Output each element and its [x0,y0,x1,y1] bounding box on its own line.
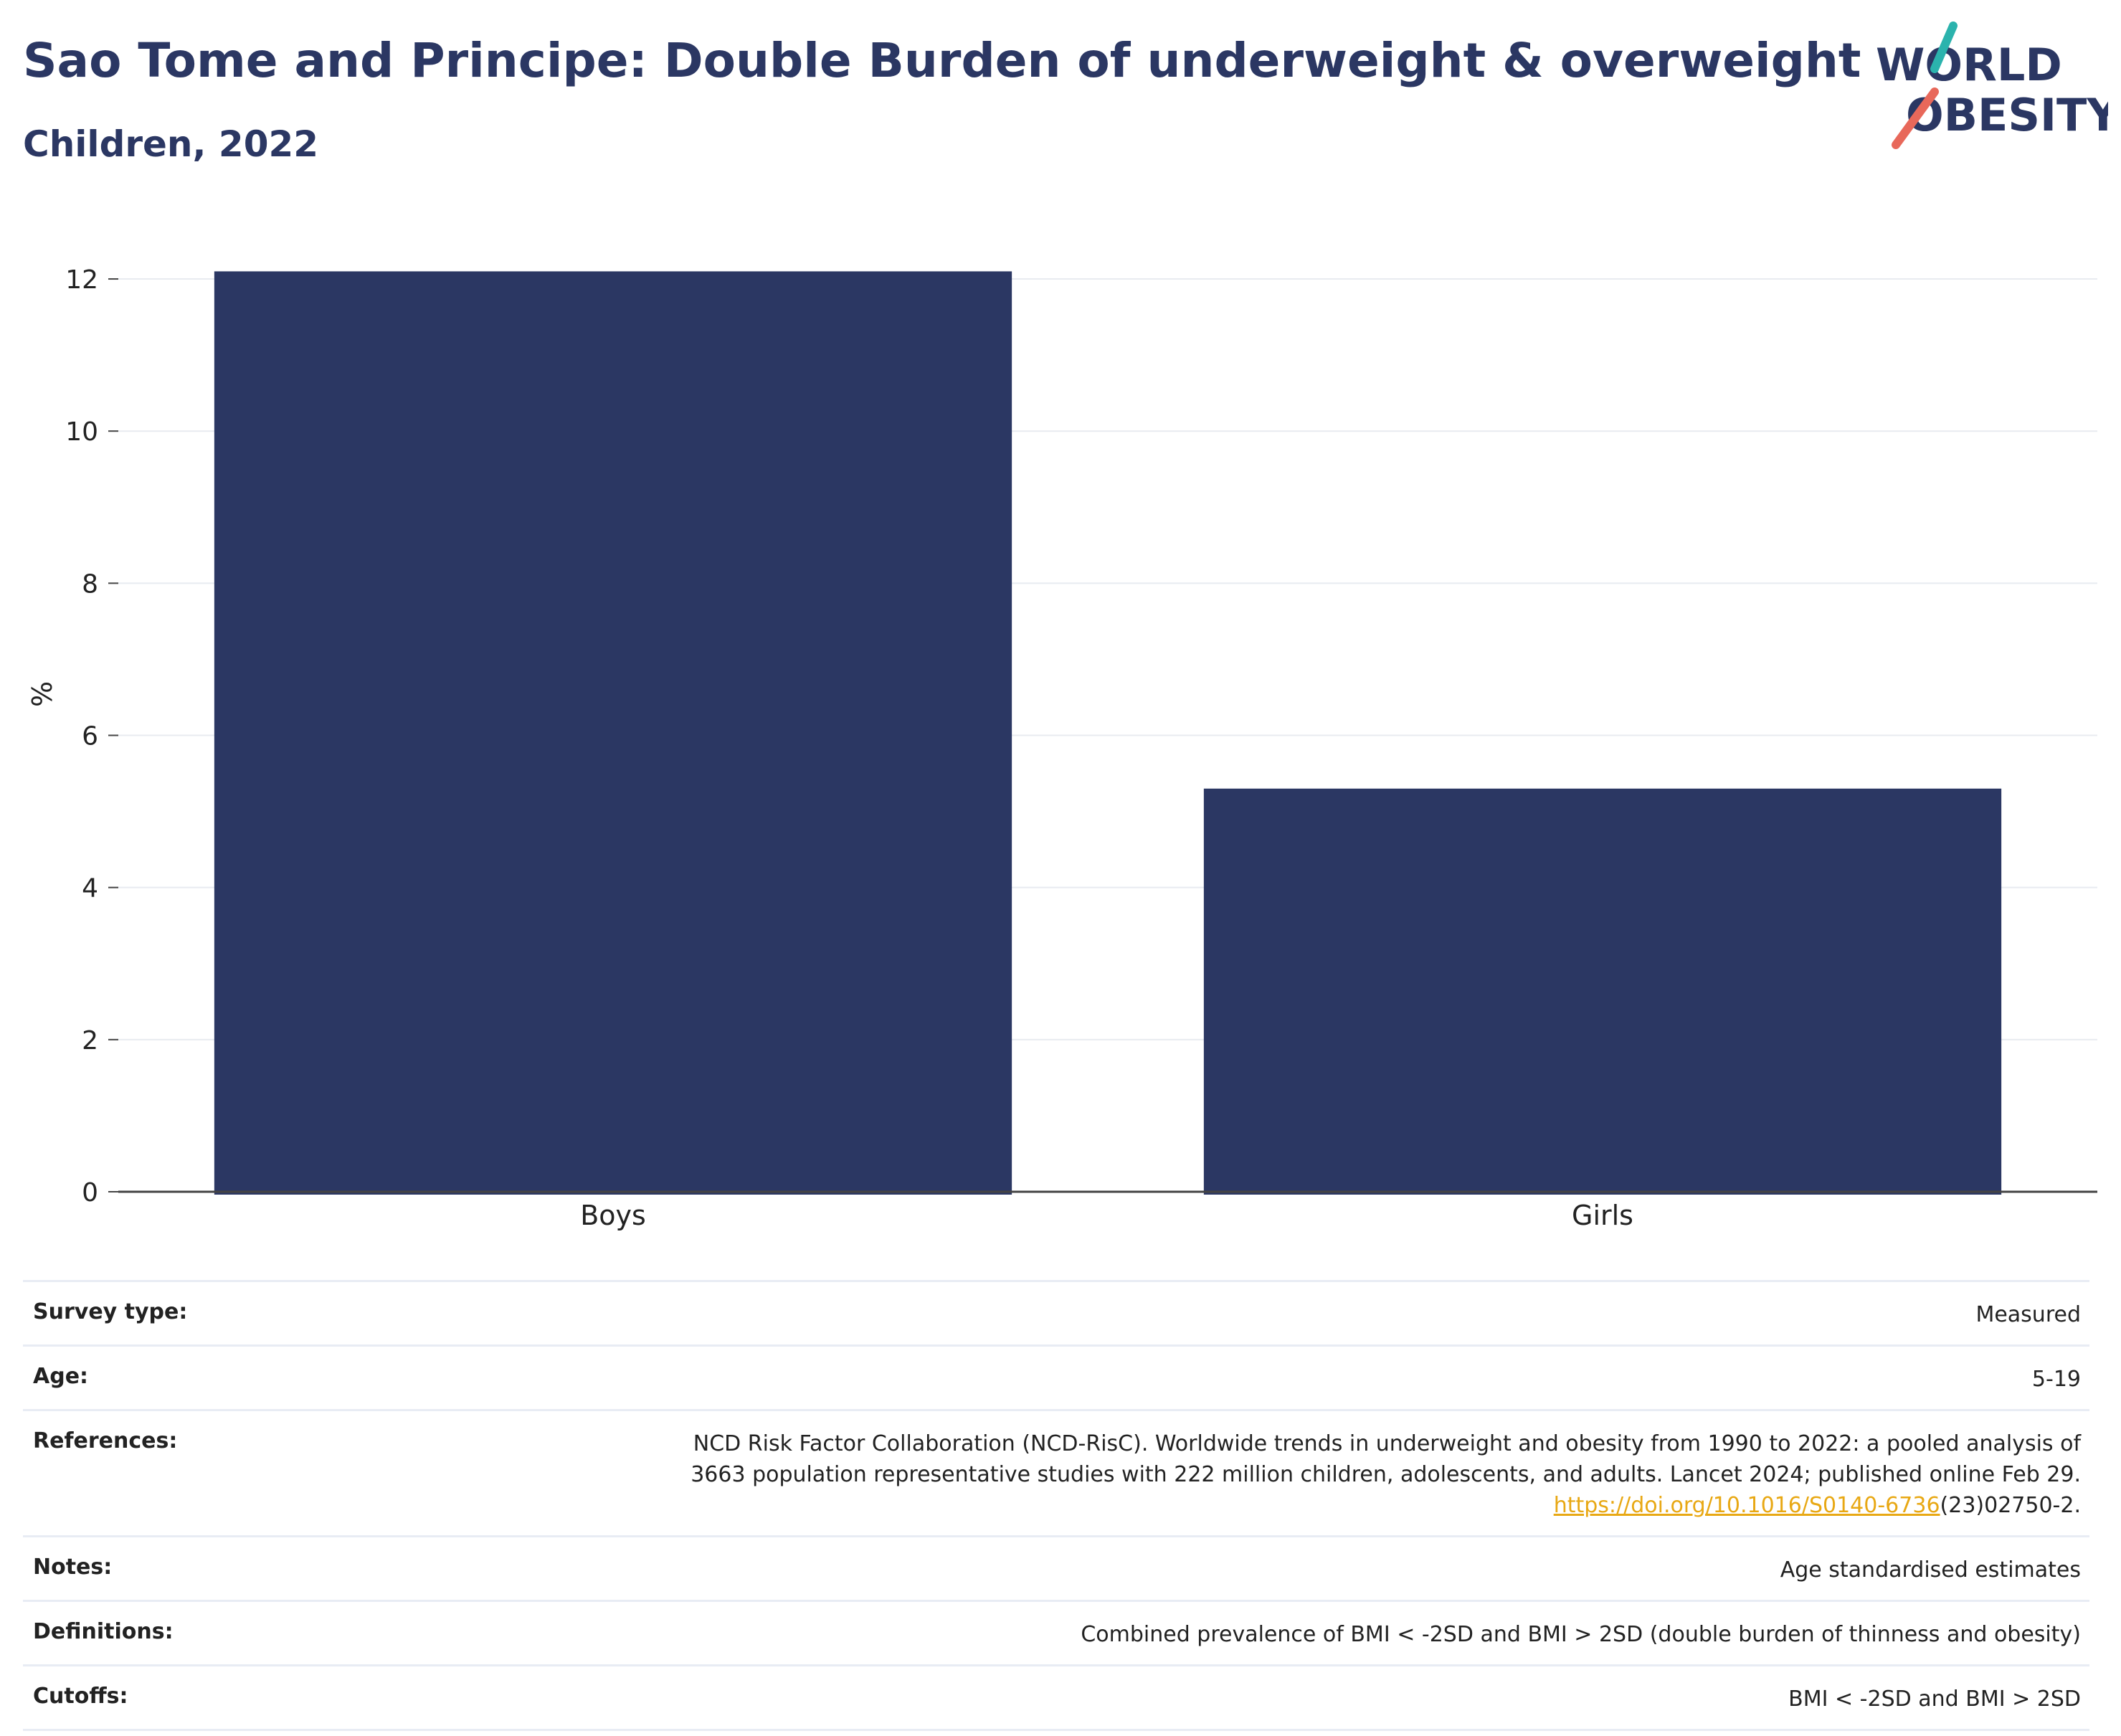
references-doi-suffix: (23)02750-2. [1940,1493,2081,1518]
bar-chart: 0 2 4 6 8 10 12 Boys Girls % [27,265,2097,1231]
definitions-value: Combined prevalence of BMI < -2SD and BM… [1081,1622,2081,1647]
x-tick-label-boys: Boys [580,1200,646,1231]
axes: 0 2 4 6 8 10 12 Boys Girls [65,265,2097,1231]
info-table: Survey type: Measured Age: 5-19 Referenc… [23,1280,2089,1731]
bars [214,271,2002,1195]
references-doi-link[interactable]: https://doi.org/10.1016/S0140-6736 [1553,1493,1940,1518]
survey-type-label: Survey type: [33,1299,188,1324]
age-label: Age: [33,1364,89,1389]
bar-boys [214,271,1012,1195]
logo-slash-teal [1930,22,1958,73]
definitions-label: Definitions: [33,1619,174,1644]
y-tick-label: 4 [82,874,98,903]
bar-girls [1203,788,2002,1195]
references-label: References: [33,1428,178,1453]
info-row-notes: Notes: Age standardised estimates [23,1535,2089,1600]
info-row-references: References: NCD Risk Factor Collaboratio… [23,1409,2089,1535]
y-tick-label: 10 [65,417,98,447]
logo-word-obesity: OBESITY [1906,89,2108,141]
info-row-definitions: Definitions: Combined prevalence of BMI … [23,1600,2089,1664]
y-tick-label: 0 [82,1178,98,1208]
y-tick-label: 12 [65,265,98,295]
logo-word-world: WORLD [1876,39,2062,91]
notes-value: Age standardised estimates [1780,1557,2081,1583]
notes-label: Notes: [33,1555,113,1580]
references-line-1: NCD Risk Factor Collaboration (NCD-RisC)… [693,1431,2081,1456]
x-tick-label-girls: Girls [1572,1200,1633,1231]
age-value: 5-19 [2031,1367,2081,1392]
info-row-cutoffs: Cutoffs: BMI < -2SD and BMI > 2SD [23,1664,2089,1731]
y-axis-label: % [27,681,58,707]
chart-title: Sao Tome and Principe: Double Burden of … [23,33,1861,88]
logo-slash-coral [1892,87,1939,149]
y-tick-label: 2 [82,1026,98,1056]
chart-subtitle: Children, 2022 [23,123,319,165]
info-row-age: Age: 5-19 [23,1344,2089,1409]
info-row-survey-type: Survey type: Measured [23,1280,2089,1344]
survey-type-value: Measured [1975,1302,2081,1327]
world-obesity-logo: WORLD OBESITY [1876,22,2108,149]
y-tick-label: 8 [82,569,98,599]
references-line-2: 3663 population representative studies w… [691,1462,2081,1487]
references-value: NCD Risk Factor Collaboration (NCD-RisC)… [691,1428,2081,1521]
cutoffs-value: BMI < -2SD and BMI > 2SD [1788,1687,2081,1712]
y-tick-label: 6 [82,722,98,751]
cutoffs-label: Cutoffs: [33,1684,128,1709]
